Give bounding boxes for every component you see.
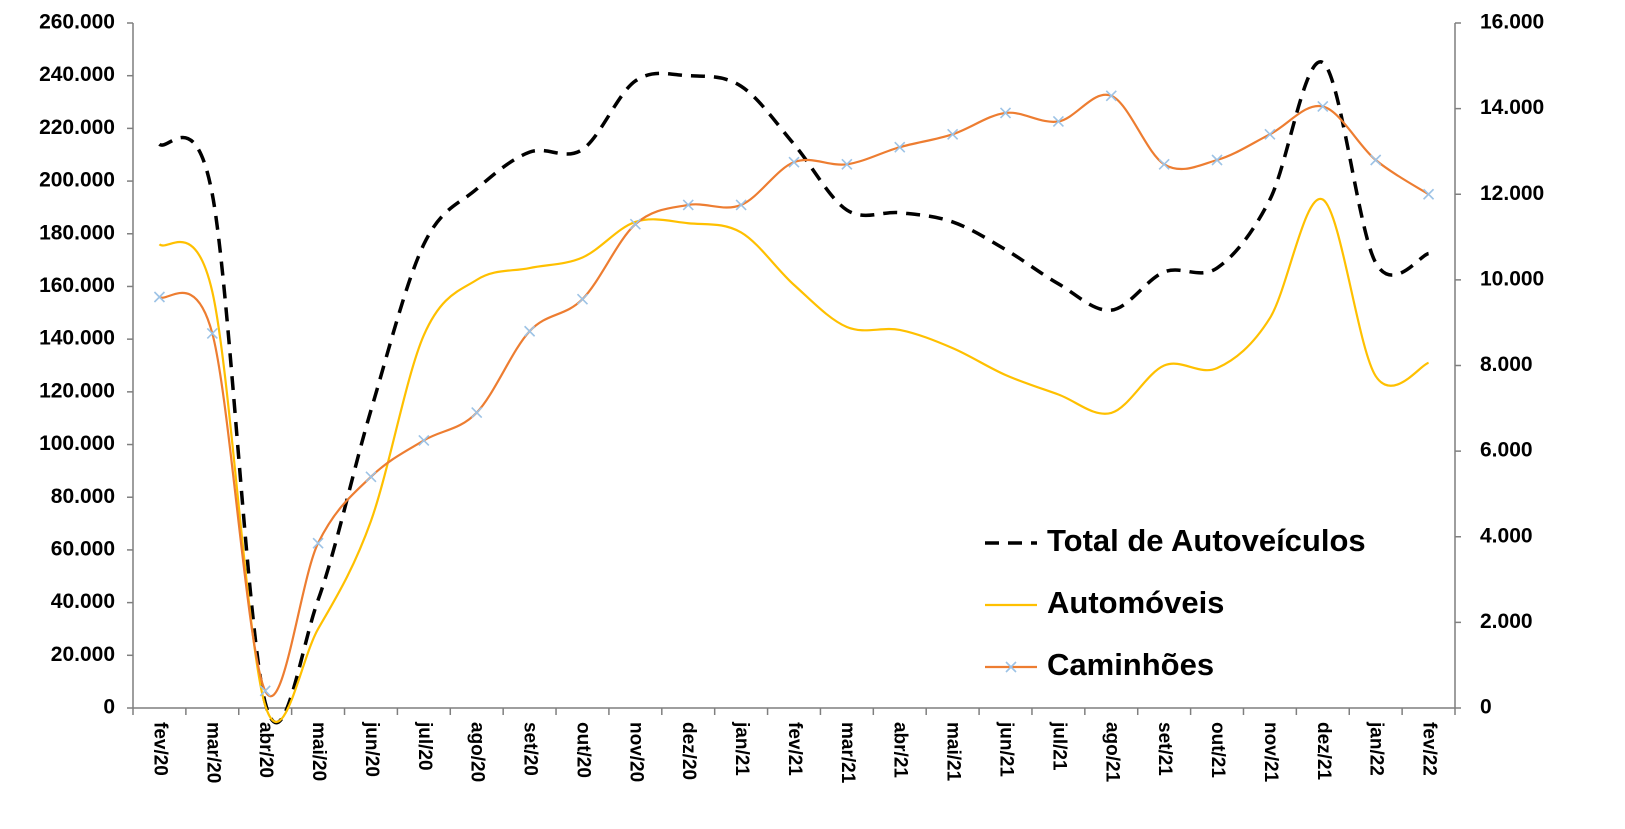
marker (206, 327, 218, 339)
marker (312, 537, 324, 549)
y-tick-label: 200.000 (39, 169, 115, 192)
marker (418, 434, 430, 446)
x-tick-label: jul/21 (1048, 721, 1069, 771)
y2-tick-label: 10.000 (1480, 267, 1544, 290)
x-tick-label: fev/21 (784, 722, 805, 776)
legend-marker (1005, 661, 1017, 673)
y-tick-label: 20.000 (51, 643, 115, 666)
x-tick-label: fev/20 (149, 722, 170, 776)
marker (1370, 154, 1382, 166)
x-tick-label: jan/22 (1366, 721, 1387, 776)
x-tick-label: out/21 (1207, 722, 1228, 778)
x-tick-label: dez/20 (678, 722, 699, 780)
marker (1105, 90, 1117, 102)
x-tick-label: jun/21 (996, 721, 1017, 777)
series-line (158, 198, 1430, 724)
marker (894, 141, 906, 153)
y2-tick-label: 2.000 (1480, 610, 1533, 633)
y-tick-label: 80.000 (51, 485, 115, 508)
marker (841, 158, 853, 170)
y2-tick-label: 0 (1480, 696, 1492, 719)
marker (576, 293, 589, 305)
y-tick-label: 60.000 (51, 537, 115, 560)
x-tick-label: ago/21 (1101, 722, 1122, 783)
y2-tick-label: 12.000 (1480, 182, 1544, 205)
x-tick-label: ago/20 (467, 722, 488, 782)
y-tick-label: 0 (103, 696, 115, 719)
marker (1422, 188, 1435, 200)
y2-tick-label: 8.000 (1480, 353, 1533, 376)
marker (471, 407, 483, 419)
y-tick-label: 100.000 (39, 432, 115, 455)
x-tick-label: fev/22 (1419, 722, 1440, 776)
marker (1211, 154, 1223, 166)
marker (365, 471, 377, 483)
y2-tick-label: 14.000 (1480, 96, 1544, 119)
x-tick-label: nov/21 (1260, 722, 1281, 783)
y-tick-label: 240.000 (39, 63, 115, 86)
marker (682, 199, 694, 211)
x-tick-label: mar/21 (837, 722, 858, 784)
x-tick-label: out/20 (572, 722, 593, 778)
x-tick-label: mai/20 (308, 722, 329, 781)
legend-label: Total de Autoveículos (1047, 523, 1366, 558)
x-tick-label: set/21 (1154, 722, 1175, 776)
marker (1158, 158, 1170, 170)
marker (1317, 100, 1329, 113)
y-tick-label: 160.000 (39, 274, 115, 297)
marker (1052, 115, 1064, 128)
x-tick-label: jun/20 (361, 721, 382, 777)
y-tick-label: 180.000 (39, 221, 115, 244)
x-tick-label: abr/20 (255, 722, 276, 778)
x-tick-label: mai/21 (943, 722, 964, 782)
x-tick-label: set/20 (520, 722, 541, 776)
marker (259, 685, 271, 697)
x-tick-label: mar/20 (202, 722, 223, 783)
y-tick-label: 120.000 (39, 379, 115, 402)
marker (735, 199, 747, 211)
marker (153, 291, 166, 303)
marker (1264, 128, 1276, 140)
marker (629, 218, 641, 230)
x-tick-label: jul/20 (414, 721, 435, 771)
y-tick-label: 140.000 (39, 327, 115, 350)
x-tick-label: nov/20 (625, 722, 646, 782)
series-line (158, 60, 1430, 725)
marker (947, 128, 959, 140)
y-tick-label: 260.000 (39, 11, 115, 34)
y-tick-label: 220.000 (39, 116, 115, 139)
marker (788, 156, 800, 168)
x-tick-label: abr/21 (890, 722, 911, 778)
series-line (158, 93, 1430, 698)
y-tick-label: 40.000 (51, 590, 115, 613)
marker (999, 107, 1012, 119)
legend-label: Automóveis (1047, 585, 1224, 620)
x-tick-label: jan/21 (731, 721, 752, 776)
y2-tick-label: 6.000 (1480, 439, 1533, 462)
x-tick-label: dez/21 (1313, 722, 1334, 781)
legend-label: Caminhões (1047, 647, 1214, 682)
y2-tick-label: 4.000 (1480, 524, 1533, 547)
marker (524, 325, 536, 337)
y2-tick-label: 16.000 (1480, 11, 1544, 34)
